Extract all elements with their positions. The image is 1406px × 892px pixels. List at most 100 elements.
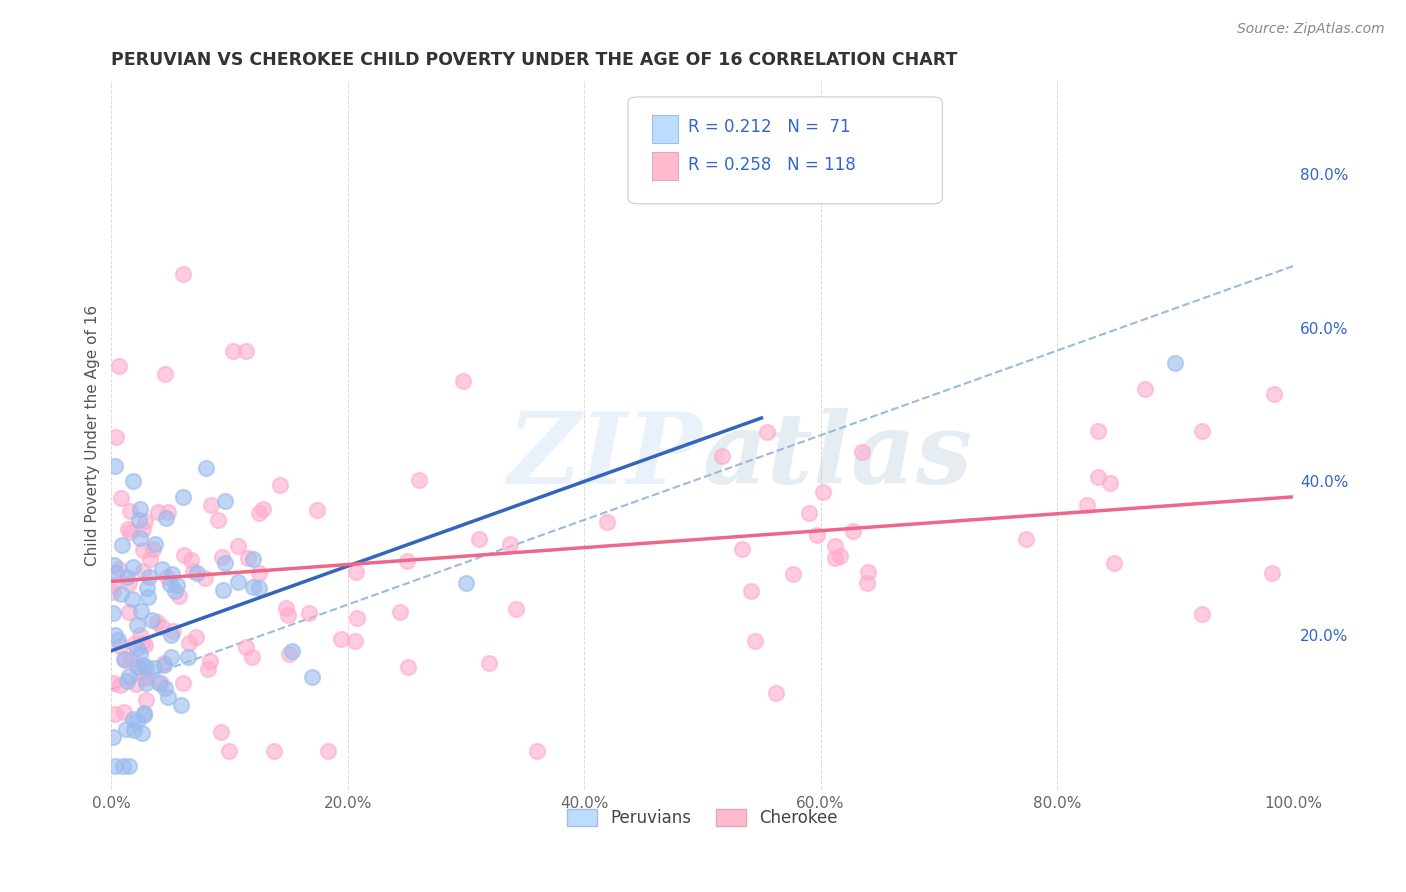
Point xyxy=(159,577,181,591)
Point xyxy=(214,556,236,570)
Point xyxy=(454,575,477,590)
Point xyxy=(478,656,501,670)
Point xyxy=(111,759,134,773)
Point xyxy=(173,548,195,562)
Point xyxy=(277,607,299,622)
Point xyxy=(112,652,135,666)
Text: atlas: atlas xyxy=(703,409,973,505)
Point xyxy=(156,505,179,519)
Point xyxy=(247,566,270,580)
Point xyxy=(744,633,766,648)
Point xyxy=(122,637,145,651)
Point xyxy=(242,552,264,566)
Point xyxy=(153,367,176,381)
Text: R = 0.258   N = 118: R = 0.258 N = 118 xyxy=(688,156,856,174)
Point xyxy=(811,484,834,499)
Point xyxy=(181,564,204,578)
Point xyxy=(330,632,353,647)
Point xyxy=(172,267,194,281)
Point xyxy=(136,590,159,604)
Point xyxy=(169,698,191,712)
Point xyxy=(114,653,136,667)
Point xyxy=(132,543,155,558)
Point xyxy=(155,570,177,584)
Point xyxy=(1087,424,1109,438)
Point xyxy=(782,567,804,582)
Point xyxy=(150,562,173,576)
Point xyxy=(276,601,298,615)
FancyBboxPatch shape xyxy=(651,114,678,143)
Point xyxy=(152,657,174,672)
Point xyxy=(211,550,233,565)
Text: ZIP: ZIP xyxy=(508,409,703,505)
Point xyxy=(101,584,124,599)
Point xyxy=(104,430,127,444)
Point xyxy=(103,558,125,573)
Point xyxy=(235,343,257,358)
Point xyxy=(830,549,852,563)
Point xyxy=(855,575,877,590)
Point xyxy=(207,513,229,527)
Point xyxy=(135,659,157,673)
Point xyxy=(1076,498,1098,512)
Point xyxy=(247,581,270,595)
Point xyxy=(235,640,257,654)
Point xyxy=(111,538,134,552)
Point xyxy=(128,502,150,516)
Point xyxy=(226,574,249,589)
Point xyxy=(101,606,124,620)
Point xyxy=(138,570,160,584)
Point xyxy=(756,425,779,439)
Point xyxy=(344,565,367,579)
Point xyxy=(129,628,152,642)
Point xyxy=(143,537,166,551)
Point xyxy=(172,676,194,690)
Point xyxy=(389,605,412,619)
Point xyxy=(107,359,129,373)
Point xyxy=(134,706,156,720)
Point xyxy=(108,562,131,576)
Point xyxy=(117,570,139,584)
Point xyxy=(301,670,323,684)
Point xyxy=(139,551,162,566)
Point xyxy=(104,458,127,473)
Point xyxy=(269,477,291,491)
Point xyxy=(142,661,165,675)
Point xyxy=(278,647,301,661)
Point xyxy=(160,649,183,664)
Point xyxy=(765,686,787,700)
Point xyxy=(110,639,132,653)
Point xyxy=(1191,607,1213,622)
Point xyxy=(499,537,522,551)
Point xyxy=(160,566,183,581)
Point xyxy=(127,617,149,632)
Point xyxy=(118,759,141,773)
Point xyxy=(841,524,863,538)
Point xyxy=(159,628,181,642)
Point xyxy=(711,449,734,463)
Point xyxy=(177,650,200,665)
Point xyxy=(252,502,274,516)
Point xyxy=(169,589,191,603)
Point xyxy=(148,676,170,690)
Point xyxy=(298,606,321,620)
Point xyxy=(186,566,208,580)
Point xyxy=(129,531,152,545)
Point xyxy=(1135,382,1157,396)
Point xyxy=(127,660,149,674)
Point xyxy=(132,522,155,536)
Point xyxy=(129,647,152,661)
Point xyxy=(118,524,141,539)
Point xyxy=(135,669,157,683)
Point xyxy=(101,676,124,690)
Point xyxy=(396,659,419,673)
Point xyxy=(120,651,142,665)
Point xyxy=(194,461,217,475)
Point xyxy=(131,726,153,740)
Point xyxy=(141,613,163,627)
Point xyxy=(343,633,366,648)
Point xyxy=(526,744,548,758)
Point xyxy=(218,744,240,758)
FancyBboxPatch shape xyxy=(651,153,678,180)
Point xyxy=(1164,356,1187,370)
